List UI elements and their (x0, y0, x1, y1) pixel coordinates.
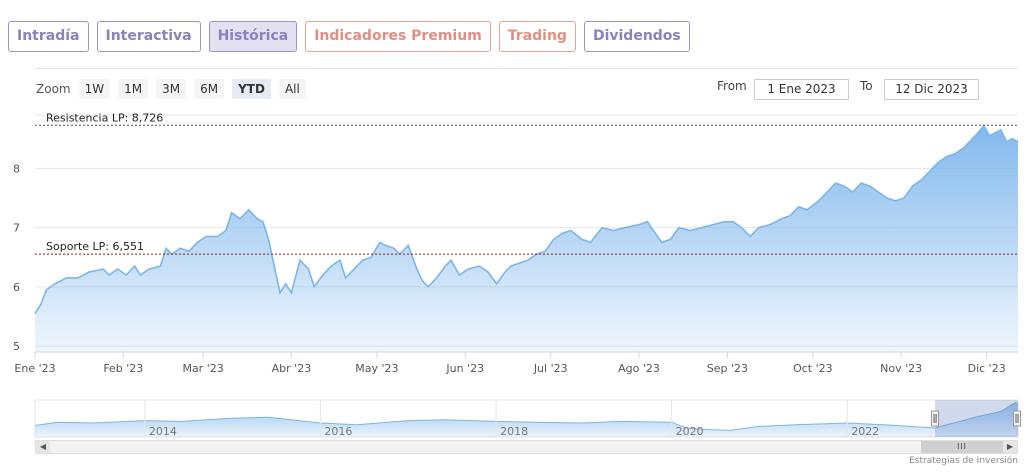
y-tick-label: 7 (13, 222, 20, 235)
y-tick-label: 5 (13, 340, 20, 353)
reference-line-label: Soporte LP: 6,551 (46, 240, 144, 253)
range-to-label: To (860, 79, 873, 93)
navigator-year-label: 2016 (324, 425, 352, 438)
chart-credit: Estrategias de Inversión (909, 456, 1018, 466)
zoom-button-1w[interactable]: 1W (78, 79, 111, 99)
navigator-handle-left-icon (931, 410, 940, 427)
tab-historica[interactable]: Histórica (208, 21, 298, 52)
x-tick-label: Dic '23 (968, 362, 1006, 375)
scroll-right-icon[interactable]: ▶ (1003, 441, 1017, 453)
reference-line-label: Resistencia LP: 8,726 (46, 111, 163, 124)
series-area (34, 124, 1019, 352)
navigator-year-label: 2020 (676, 425, 704, 438)
navigator-frame (34, 399, 1019, 438)
series-fill (35, 125, 1018, 352)
navigator-year-label: 2014 (149, 425, 177, 438)
x-tick-label: Jun '23 (445, 362, 484, 375)
scroll-left-icon[interactable]: ◀ (36, 441, 50, 453)
reference-lines: Resistencia LP: 8,726 Soporte LP: 6,551 (35, 111, 1018, 255)
navigator-series-line (34, 401, 1019, 431)
y-tick-label: 8 (13, 162, 20, 175)
tab-interactiva[interactable]: Interactiva (96, 21, 201, 52)
x-tick-label: Mar '23 (182, 362, 223, 375)
x-tick-label: Sep '23 (707, 362, 748, 375)
top-divider (35, 68, 1018, 69)
tab-trading[interactable]: Trading (498, 21, 576, 52)
range-to-input[interactable]: 12 Dic 2023 (884, 79, 979, 100)
zoom-button-1m[interactable]: 1M (118, 79, 149, 99)
zoom-button-ytd[interactable]: YTD (232, 79, 271, 99)
navigator[interactable]: 2014 2016 2018 2020 2022 (34, 399, 1021, 438)
x-tick-label: May '23 (355, 362, 398, 375)
zoom-buttons: 1W 1M 3M 6M YTD All (78, 79, 314, 99)
zoom-label: Zoom (36, 82, 71, 96)
tab-dividendos[interactable]: Dividendos (583, 21, 690, 52)
chart-grid (35, 114, 1018, 347)
zoom-button-3m[interactable]: 3M (156, 79, 187, 99)
tab-indicadores-premium[interactable]: Indicadores Premium (305, 21, 491, 52)
navigator-year-label: 2022 (851, 425, 879, 438)
scroll-thumb[interactable]: III (921, 441, 1003, 453)
x-tick-label: Feb '23 (103, 362, 143, 375)
navigator-handle-right-icon (1013, 410, 1021, 427)
x-tick-label: Ene '23 (14, 362, 55, 375)
chart-tabs: Intradía Interactiva Histórica Indicadores … (8, 21, 690, 52)
x-tick-label: Nov '23 (880, 362, 922, 375)
navigator-year-label: 2018 (500, 425, 528, 438)
y-axis: 5 6 7 8 (13, 162, 20, 353)
zoom-button-all[interactable]: All (278, 79, 306, 99)
tab-intradia[interactable]: Intradía (8, 21, 89, 52)
x-tick-label: Abr '23 (272, 362, 312, 375)
x-tick-label: Ago '23 (618, 362, 660, 375)
navigator-scrollbar[interactable]: ◀ III ▶ (35, 440, 1018, 454)
series-line (34, 124, 1019, 314)
zoom-bar: Zoom 1W 1M 3M 6M YTD All (36, 79, 314, 99)
range-from-label: From (717, 79, 747, 93)
y-tick-label: 6 (13, 281, 20, 294)
x-axis: Ene '23 Feb '23 Mar '23 Abr '23 May '23 Jun '… (14, 351, 1018, 375)
zoom-button-6m[interactable]: 6M (194, 79, 225, 99)
navigator-selection (935, 400, 1018, 437)
navigator-series-fill (35, 402, 1018, 437)
range-from-input[interactable]: 1 Ene 2023 (754, 79, 849, 100)
x-tick-label: Jul '23 (533, 362, 568, 375)
x-tick-label: Oct '23 (793, 362, 833, 375)
